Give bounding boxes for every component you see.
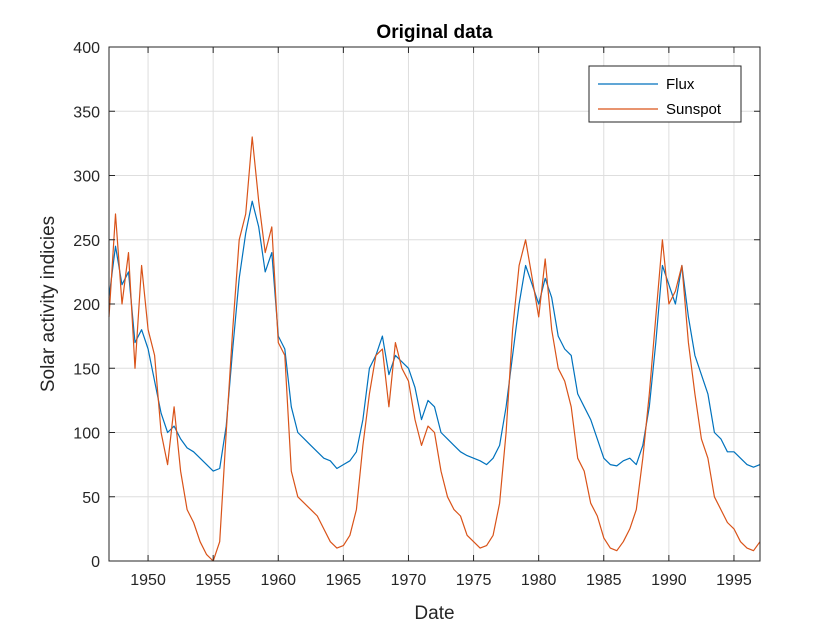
x-tick-label: 1950 — [130, 572, 166, 589]
y-tick-label: 350 — [73, 104, 100, 121]
ticks: 1950 1955 1960 1965 1970 1975 1980 1985 1990 1995… — [73, 40, 760, 589]
legend-box — [588, 65, 742, 123]
y-tick-label: 250 — [73, 233, 100, 250]
y-tick-label: 300 — [73, 169, 100, 186]
series-line-flux — [108, 200, 761, 472]
series-line-sunspot — [108, 136, 761, 562]
series-layer — [108, 136, 761, 562]
x-tick-label: 1995 — [716, 572, 752, 589]
y-tick-label: 400 — [73, 40, 100, 57]
x-tick-label: 1975 — [456, 572, 492, 589]
x-axis-label: Date — [414, 603, 454, 624]
chart-title: Original data — [376, 22, 493, 43]
x-tick-label: 1960 — [260, 572, 296, 589]
x-tick-label: 1990 — [651, 572, 687, 589]
x-tick-label: 1985 — [586, 572, 622, 589]
y-axis-label: Solar activity indicies — [38, 216, 59, 392]
x-tick-label: 1955 — [195, 572, 231, 589]
x-tick-label: 1965 — [326, 572, 362, 589]
y-tick-label: 100 — [73, 426, 100, 443]
legend: Flux Sunspot — [588, 65, 742, 123]
y-tick-label: 50 — [82, 490, 100, 507]
x-tick-label: 1980 — [521, 572, 557, 589]
legend-label-sunspot: Sunspot — [666, 101, 722, 118]
y-tick-label: 200 — [73, 297, 100, 314]
y-tick-label: 150 — [73, 361, 100, 378]
x-tick-label: 1970 — [391, 572, 427, 589]
y-tick-label: 0 — [91, 554, 100, 571]
legend-label-flux: Flux — [666, 76, 695, 93]
